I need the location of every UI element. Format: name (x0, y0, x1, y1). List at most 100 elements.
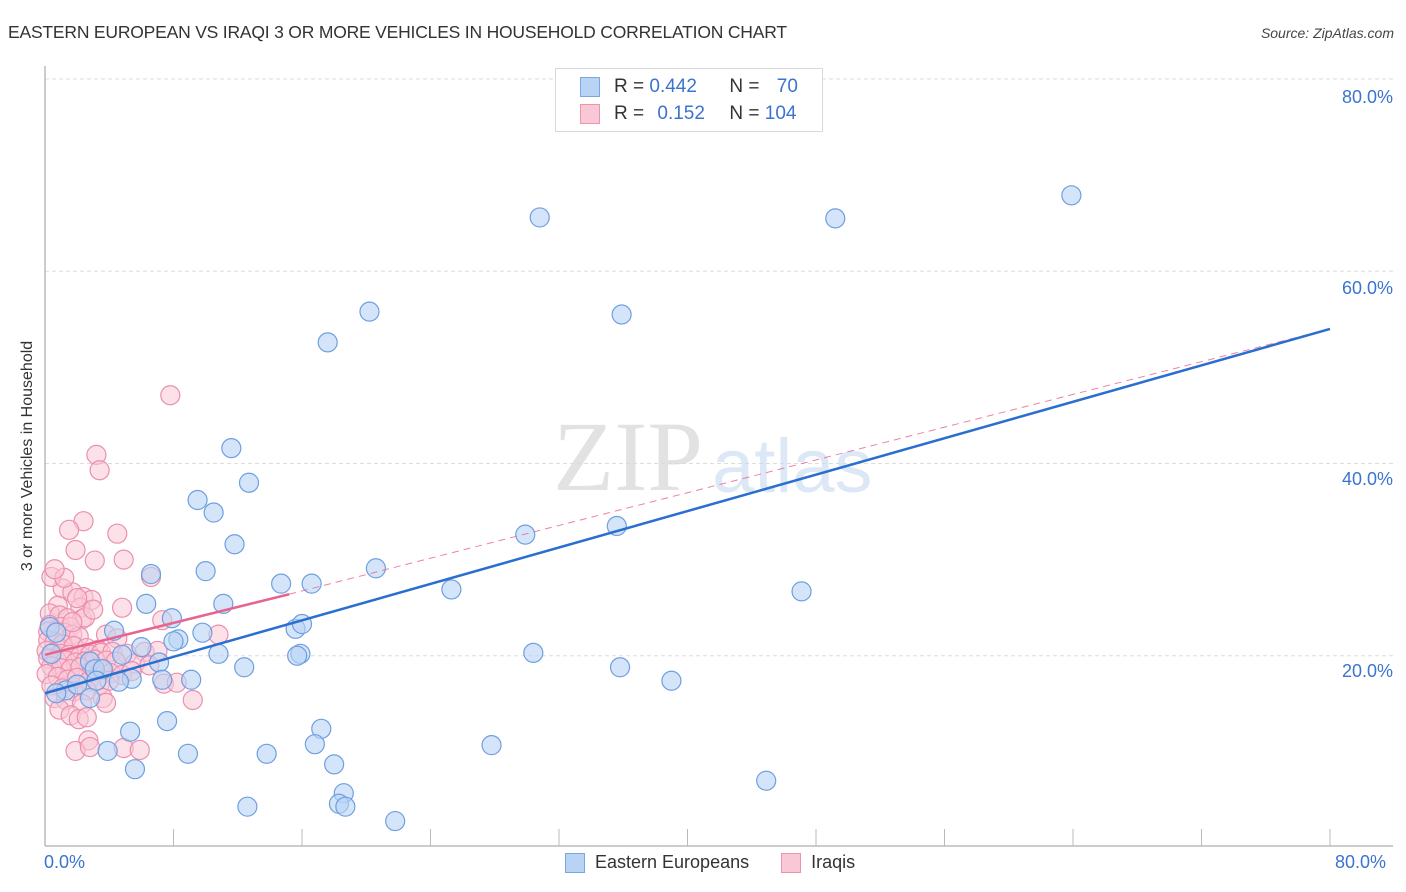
data-point-iraqis (83, 599, 104, 620)
data-point-eastern-europeans (271, 573, 292, 594)
data-point-eastern-europeans (195, 561, 216, 582)
data-point-eastern-europeans (131, 636, 152, 658)
data-point-eastern-europeans (365, 558, 386, 579)
data-point-eastern-europeans (120, 721, 141, 742)
data-point-eastern-europeans (385, 810, 406, 832)
blue-swatch-icon (565, 852, 585, 873)
data-point-iraqis (129, 739, 150, 761)
data-point-eastern-europeans (481, 735, 502, 756)
data-point-eastern-europeans (238, 472, 260, 493)
data-point-eastern-europeans (756, 770, 777, 791)
data-point-eastern-europeans (234, 657, 255, 678)
data-point-eastern-europeans (661, 670, 682, 691)
blue-swatch-icon (580, 77, 600, 97)
data-point-eastern-europeans (156, 711, 178, 732)
pink-swatch-icon (781, 852, 802, 873)
data-point-eastern-europeans (177, 743, 199, 764)
y-tick-20: 20.0% (1341, 661, 1393, 681)
n-value: 70 (776, 76, 798, 97)
data-point-iraqis (89, 460, 110, 481)
axes (44, 66, 1393, 847)
n-label: N = (729, 103, 765, 124)
r-label: R = (614, 103, 650, 124)
data-point-iraqis (58, 519, 80, 540)
data-point-eastern-europeans (192, 622, 213, 643)
data-point-eastern-europeans (256, 743, 277, 764)
data-point-eastern-europeans (1061, 185, 1082, 206)
eastern-europeans-trend-line (44, 327, 1331, 695)
data-point-eastern-europeans (79, 687, 101, 709)
watermark-zip: ZIP (553, 401, 703, 512)
data-point-iraqis (107, 523, 128, 544)
data-point-eastern-europeans (317, 332, 338, 353)
data-point-eastern-europeans (111, 644, 133, 665)
r-value: 0.152 (657, 103, 705, 124)
data-point-eastern-europeans (324, 754, 345, 775)
data-point-iraqis (67, 587, 88, 609)
data-point-eastern-europeans (301, 573, 322, 594)
data-point-iraqis (79, 736, 101, 758)
data-point-eastern-europeans (287, 645, 308, 666)
stats-legend: R = 0.442 N = 70 R = 0.152 N = 104 (555, 68, 823, 132)
trend-lines (44, 327, 1331, 695)
data-point-eastern-europeans (515, 524, 536, 545)
legend-row-iraqis: R = 0.152 N = 104 (580, 102, 796, 126)
legend-item-eastern-europeans[interactable]: Eastern Europeans (565, 852, 749, 873)
data-point-eastern-europeans (237, 796, 258, 817)
data-point-iraqis (160, 385, 181, 406)
data-point-iraqis (84, 550, 105, 571)
data-point-eastern-europeans (825, 208, 846, 229)
source-label: Source: ZipAtlas.com (1260, 25, 1394, 41)
data-point-iraqis (62, 612, 83, 633)
n-value: 104 (764, 103, 797, 124)
data-point-eastern-europeans (136, 593, 157, 614)
n-label: N = (729, 76, 765, 97)
data-point-eastern-europeans (181, 669, 202, 690)
x-tick-min: 0.0% (44, 852, 86, 872)
data-point-eastern-europeans (97, 740, 118, 762)
gridlines (45, 78, 1393, 657)
data-point-eastern-europeans (46, 683, 67, 704)
legend-row-eastern-europeans: R = 0.442 N = 70 (580, 75, 798, 99)
data-point-eastern-europeans (609, 657, 631, 678)
legend-label: Eastern Europeans (595, 852, 750, 872)
r-value: 0.442 (649, 76, 697, 97)
data-point-eastern-europeans (187, 489, 208, 511)
data-point-eastern-europeans (46, 622, 67, 643)
watermark: ZIP atlas (553, 401, 873, 512)
series-eastern-europeans (39, 185, 1082, 832)
data-point-eastern-europeans (224, 534, 245, 555)
data-point-eastern-europeans (163, 631, 184, 652)
chart-title: EASTERN EUROPEAN VS IRAQI 3 OR MORE VEHI… (8, 22, 787, 42)
y-tick-80: 80.0% (1341, 87, 1393, 107)
data-point-eastern-europeans (611, 304, 632, 325)
legend-label: Iraqis (811, 852, 856, 872)
y-tick-60: 60.0% (1341, 278, 1393, 298)
iraqis-trend-line (44, 593, 290, 657)
data-point-eastern-europeans (221, 438, 242, 459)
data-point-eastern-europeans (304, 734, 325, 755)
data-point-eastern-europeans (140, 563, 162, 585)
legend-item-iraqis[interactable]: Iraqis (781, 852, 855, 873)
data-point-iraqis (76, 707, 97, 728)
data-point-eastern-europeans (523, 642, 544, 663)
data-point-eastern-europeans (124, 759, 146, 780)
data-point-iraqis (111, 597, 133, 618)
x-tick-max: 80.0% (1335, 852, 1387, 872)
data-point-eastern-europeans (359, 301, 380, 322)
data-point-iraqis (113, 549, 134, 570)
data-point-iraqis (182, 689, 203, 711)
series-legend: Eastern Europeans Iraqis (565, 852, 887, 873)
data-point-eastern-europeans (441, 579, 462, 600)
data-point-eastern-europeans (152, 669, 173, 690)
data-point-eastern-europeans (791, 581, 812, 602)
pink-swatch-icon (580, 104, 600, 124)
data-point-eastern-europeans (203, 502, 224, 523)
r-label: R = (614, 76, 650, 97)
y-tick-40: 40.0% (1341, 469, 1393, 489)
data-point-eastern-europeans (335, 796, 356, 817)
data-point-eastern-europeans (529, 207, 550, 228)
data-point-iraqis (44, 559, 65, 580)
data-point-iraqis (65, 539, 86, 561)
